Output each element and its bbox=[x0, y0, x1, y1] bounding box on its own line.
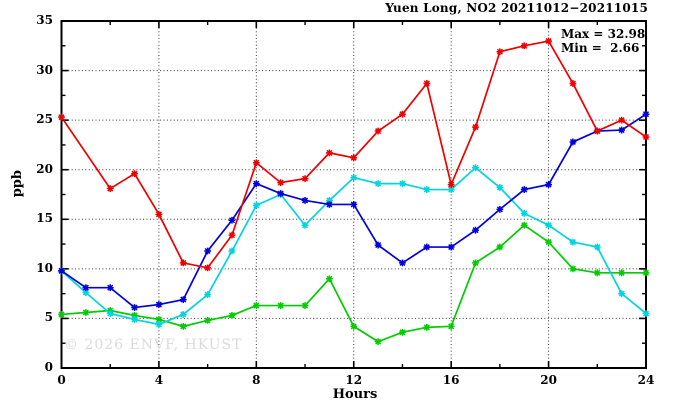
y-tick-label: 30 bbox=[36, 62, 53, 77]
chart-title: Yuen Long, NO2 20211012−20211015 bbox=[385, 1, 648, 15]
x-tick-label: 24 bbox=[637, 373, 655, 387]
x-axis-label: Hours bbox=[332, 387, 378, 402]
y-tick-label: 20 bbox=[36, 161, 53, 176]
y-tick-label: 0 bbox=[44, 360, 53, 374]
x-tick-label: 12 bbox=[345, 373, 363, 387]
legend-max-value: Max = 32.98 bbox=[561, 27, 646, 41]
y-tick-label: 5 bbox=[44, 310, 53, 325]
x-tick-label: 20 bbox=[540, 373, 557, 387]
y-tick-label: 25 bbox=[36, 112, 53, 127]
x-tick-label: 16 bbox=[442, 373, 460, 387]
x-tick-label: 4 bbox=[154, 373, 164, 387]
max-min-legend: Max = 32.98 Min = 2.66 bbox=[561, 27, 645, 55]
y-tick-label: 15 bbox=[36, 211, 53, 226]
y-tick-label: 35 bbox=[36, 13, 53, 27]
legend-min-value: Min = 2.66 bbox=[561, 41, 640, 55]
x-tick-label: 0 bbox=[57, 373, 66, 387]
x-tick-label: 8 bbox=[252, 373, 261, 387]
y-tick-label: 10 bbox=[36, 260, 53, 275]
watermark-text: © 2026 ENVF, HKUST bbox=[64, 337, 243, 353]
